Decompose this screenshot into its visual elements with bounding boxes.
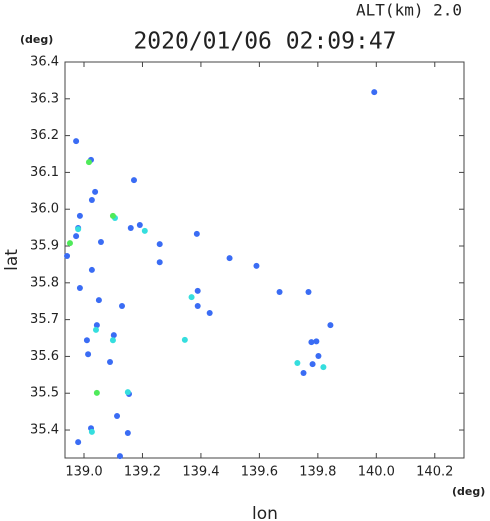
echo-point (300, 369, 307, 376)
echo-point (156, 241, 163, 248)
echo-point (76, 284, 83, 291)
echo-point (327, 322, 334, 329)
x-tick-label: 140.2 (416, 465, 453, 480)
echo-point (73, 138, 80, 145)
y-tick-label: 36.2 (30, 128, 59, 143)
y-tick-label: 35.5 (30, 386, 59, 401)
echo-point (194, 303, 201, 310)
echo-point (315, 353, 322, 360)
echo-point (206, 309, 213, 316)
y-tick-label: 36.4 (30, 55, 59, 70)
echo-point (109, 212, 116, 219)
echo-point (124, 389, 131, 396)
y-axis-label: lat (2, 249, 22, 271)
echo-point (226, 255, 233, 262)
echo-point (194, 287, 201, 294)
y-tick-label: 35.8 (30, 275, 59, 290)
y-tick-label: 35.9 (30, 239, 59, 254)
x-unit: (deg) (452, 485, 485, 498)
y-unit: (deg) (20, 33, 53, 46)
x-tick-label: 139.6 (241, 465, 278, 480)
echo-point (92, 188, 99, 195)
x-tick-label: 140.0 (358, 465, 395, 480)
echo-point (85, 351, 92, 358)
y-tick-label: 36.0 (30, 202, 59, 217)
x-tick-label: 139.0 (65, 465, 102, 480)
echo-point (193, 230, 200, 237)
plot-frame (64, 61, 465, 459)
echo-point (119, 303, 125, 310)
y-tick-label: 36.1 (30, 165, 59, 180)
x-tick-label: 139.2 (124, 465, 161, 480)
echo-point (294, 360, 301, 367)
echo-point (253, 262, 260, 269)
echo-point (92, 326, 99, 333)
x-tick-label: 139.8 (299, 465, 336, 480)
echo-point (181, 336, 188, 343)
y-tick-label: 35.4 (30, 423, 59, 438)
echo-point (114, 413, 121, 420)
echo-point (305, 289, 312, 296)
echo-point (116, 453, 123, 460)
echo-point (127, 224, 134, 231)
echo-point (88, 428, 95, 435)
echo-point (110, 332, 117, 339)
echo-point (85, 159, 92, 166)
echo-point (130, 177, 137, 184)
echo-point (83, 337, 90, 344)
echo-point (75, 226, 82, 233)
altitude-label: ALT(km) 2.0 (356, 1, 462, 20)
echo-point (93, 322, 100, 329)
echo-point (371, 89, 378, 96)
echo-point (188, 294, 195, 301)
y-tick-label: 36.3 (30, 91, 59, 106)
echo-point (95, 297, 102, 304)
echo-point (141, 227, 148, 234)
echo-point (309, 361, 316, 368)
echo-point (88, 266, 95, 273)
echo-point (64, 252, 71, 259)
echo-point (313, 338, 320, 345)
x-tick-label: 139.4 (182, 465, 219, 480)
echo-point (76, 212, 83, 219)
echo-point (320, 364, 327, 371)
echo-point (124, 429, 131, 436)
chart-title: 2020/01/06 02:09:47 (133, 29, 396, 55)
y-tick-label: 35.7 (30, 312, 59, 327)
echo-point (276, 289, 283, 296)
echo-point (109, 337, 116, 344)
echo-point (136, 222, 143, 229)
echo-point (73, 233, 80, 240)
echo-point (75, 439, 82, 446)
echo-point (308, 339, 315, 346)
echo-point (97, 238, 104, 245)
y-tick-label: 35.6 (30, 349, 59, 364)
echo-point (107, 358, 114, 365)
echo-point (66, 240, 73, 247)
echo-point (88, 197, 95, 204)
echo-point (93, 389, 100, 396)
x-axis-label: lon (252, 504, 278, 521)
echo-point (156, 259, 163, 266)
